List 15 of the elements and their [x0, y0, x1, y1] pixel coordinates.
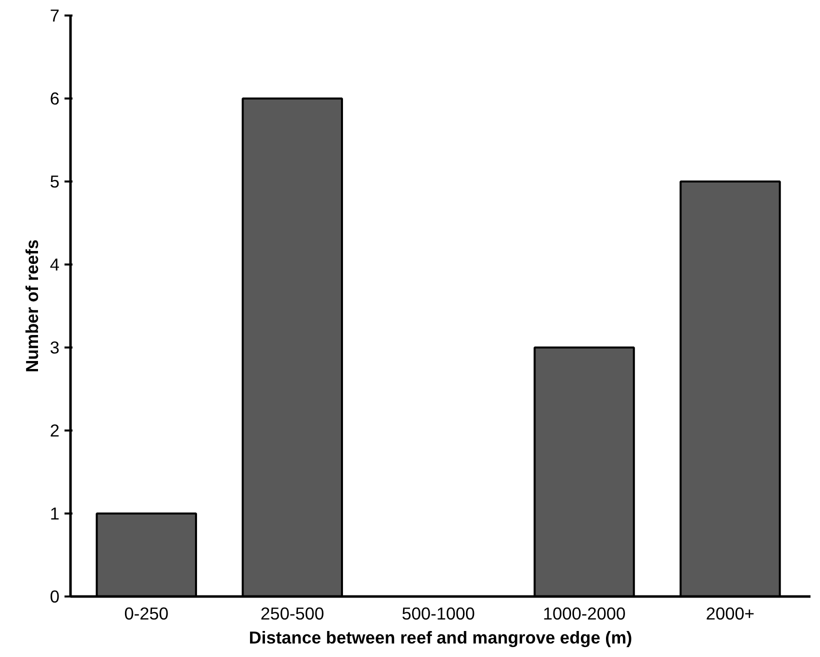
x-tick-label: 250-500	[260, 604, 324, 624]
y-axis-title: Number of reefs	[22, 240, 42, 372]
x-tick-label: 2000+	[706, 604, 755, 624]
x-tick-label: 1000-2000	[542, 604, 626, 624]
y-tick-label: 2	[50, 420, 60, 440]
x-tick-label: 500-1000	[402, 604, 475, 624]
y-tick-label: 4	[50, 254, 60, 274]
y-tick-label: 3	[50, 338, 60, 358]
y-tick-label: 6	[50, 88, 60, 108]
y-tick-label: 7	[50, 6, 60, 26]
y-tick-label: 1	[50, 504, 60, 524]
x-tick-label: 0-250	[124, 604, 169, 624]
y-tick-label: 0	[50, 586, 60, 606]
y-tick-label: 5	[50, 172, 60, 192]
x-axis-title: Distance between reef and mangrove edge (m)	[248, 628, 632, 648]
